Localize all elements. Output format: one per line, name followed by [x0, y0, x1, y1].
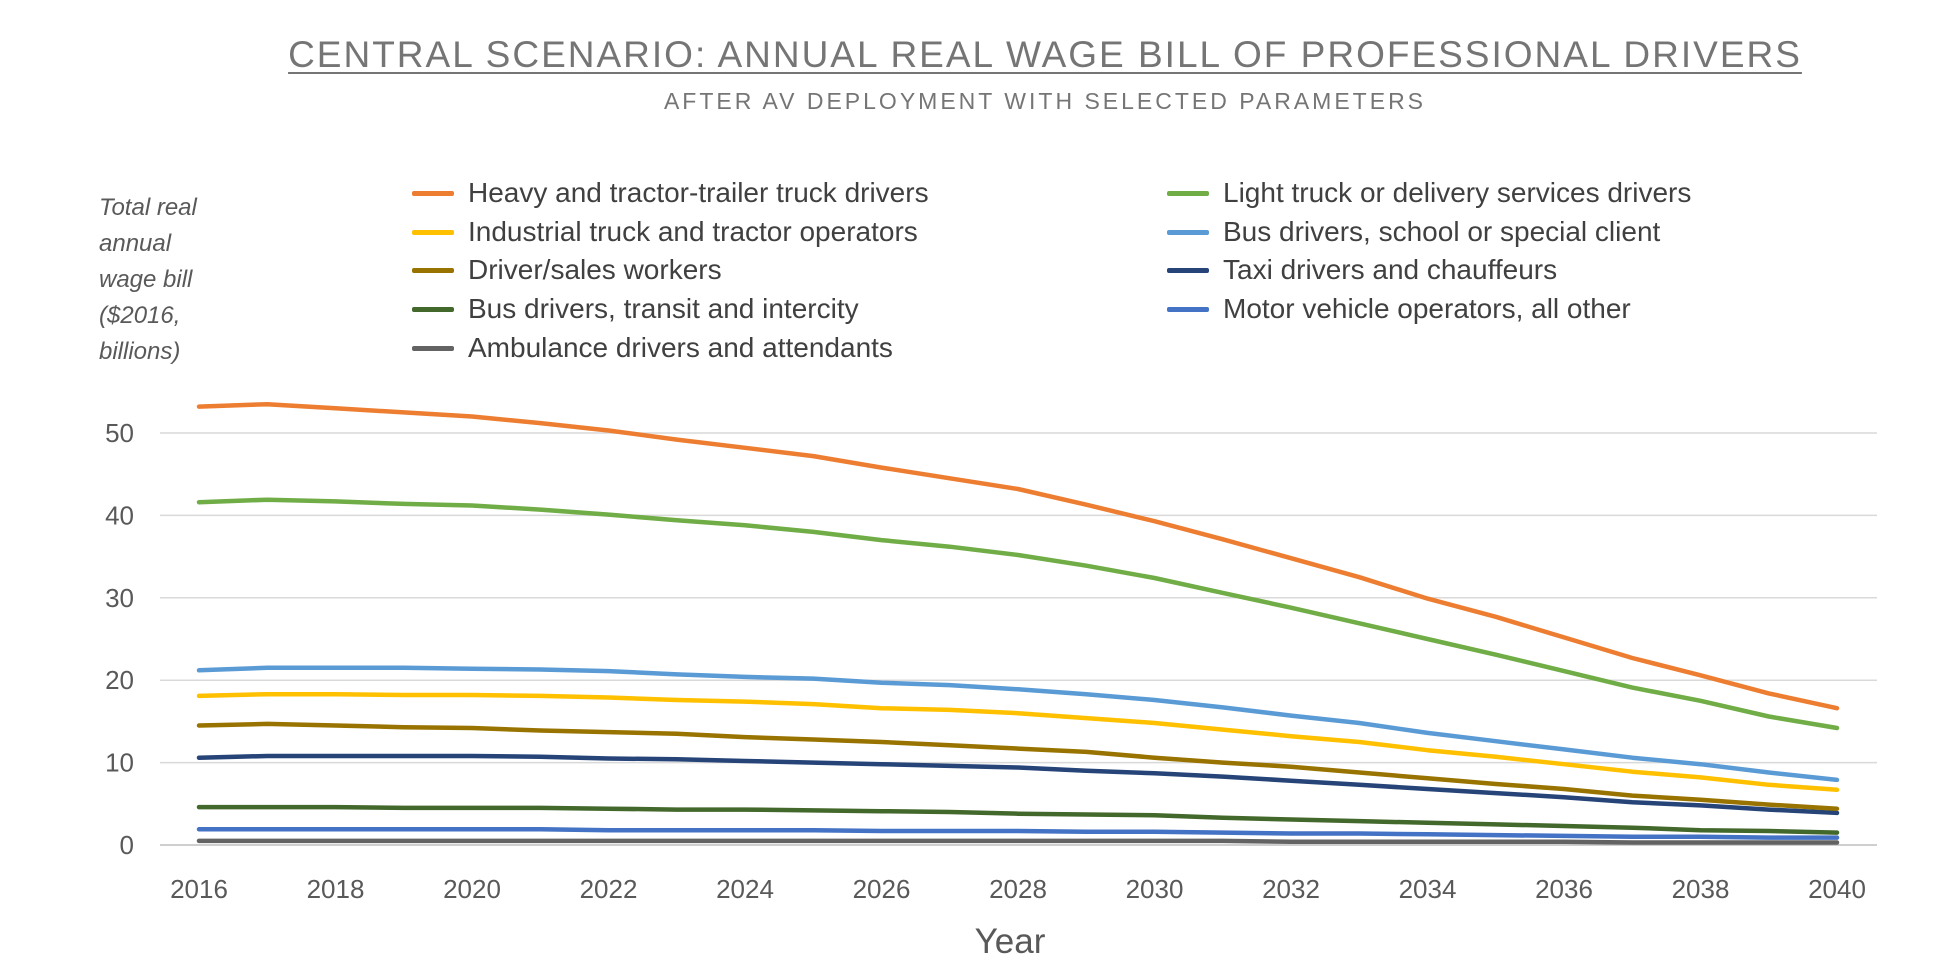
x-tick-label: 2026	[853, 874, 911, 904]
series-line-3	[196, 665, 1840, 783]
y-tick-label: 10	[105, 748, 134, 778]
x-tick-label: 2038	[1672, 874, 1730, 904]
x-tick-label: 2024	[716, 874, 774, 904]
legend-swatch	[412, 306, 454, 312]
legend-swatch	[412, 267, 454, 273]
y-tick-label: 40	[105, 500, 134, 530]
legend-swatch	[1167, 229, 1209, 235]
legend-swatch	[1167, 267, 1209, 273]
x-axis-label: Year	[974, 922, 1046, 961]
legend-item: Motor vehicle operators, all other	[1167, 290, 1631, 328]
y-tick-label: 30	[105, 583, 134, 613]
series-line-2	[196, 691, 1840, 793]
legend-label: Bus drivers, transit and intercity	[468, 293, 859, 324]
legend-item: Light truck or delivery services drivers	[1167, 174, 1691, 212]
series-line-7	[196, 827, 1840, 840]
legend-swatch	[412, 345, 454, 351]
series-line-6	[196, 804, 1840, 835]
series-line-1	[196, 497, 1840, 731]
legend-label: Light truck or delivery services drivers	[1223, 177, 1692, 208]
x-tick-label: 2022	[580, 874, 638, 904]
legend-item: Heavy and tractor-trailer truck drivers	[412, 174, 929, 212]
legend-item: Bus drivers, school or special client	[1167, 213, 1660, 251]
x-tick-label: 2020	[443, 874, 501, 904]
legend-swatch	[1167, 306, 1209, 312]
y-tick-label: 20	[105, 665, 134, 695]
x-tick-label: 2030	[1126, 874, 1184, 904]
legend-label: Heavy and tractor-trailer truck drivers	[468, 177, 929, 208]
x-tick-label: 2036	[1535, 874, 1593, 904]
legend: Heavy and tractor-trailer truck drivers L…	[412, 174, 1812, 374]
series-line-4	[196, 721, 1840, 811]
legend-swatch	[412, 229, 454, 235]
series-line-5	[196, 753, 1840, 816]
series-line-8	[196, 838, 1840, 845]
legend-item: Ambulance drivers and attendants	[412, 329, 893, 367]
y-tick-label: 50	[105, 418, 134, 448]
chart-title: CENTRAL SCENARIO: ANNUAL REAL WAGE BILL …	[288, 34, 1802, 75]
legend-label: Motor vehicle operators, all other	[1223, 293, 1631, 324]
legend-item: Bus drivers, transit and intercity	[412, 290, 859, 328]
legend-label: Industrial truck and tractor operators	[468, 216, 918, 247]
x-tick-label: 2028	[989, 874, 1047, 904]
series-line-0	[196, 401, 1840, 711]
legend-label: Taxi drivers and chauffeurs	[1223, 254, 1558, 285]
legend-item: Driver/sales workers	[412, 251, 722, 289]
legend-label: Ambulance drivers and attendants	[468, 332, 893, 363]
legend-label: Bus drivers, school or special client	[1223, 216, 1661, 247]
chart-subtitle: AFTER AV DEPLOYMENT WITH SELECTED PARAME…	[663, 88, 1427, 114]
x-tick-label: 2034	[1399, 874, 1457, 904]
legend-swatch	[1167, 190, 1209, 196]
x-tick-label: 2040	[1808, 874, 1866, 904]
x-tick-label: 2018	[307, 874, 365, 904]
legend-swatch	[412, 190, 454, 196]
x-tick-label: 2016	[170, 874, 228, 904]
legend-label: Driver/sales workers	[468, 254, 722, 285]
y-tick-label: 0	[120, 830, 134, 860]
x-tick-label: 2032	[1262, 874, 1320, 904]
legend-item: Taxi drivers and chauffeurs	[1167, 251, 1557, 289]
legend-item: Industrial truck and tractor operators	[412, 213, 918, 251]
y-axis-label: Total real annual wage bill ($2016, bill…	[99, 194, 197, 365]
